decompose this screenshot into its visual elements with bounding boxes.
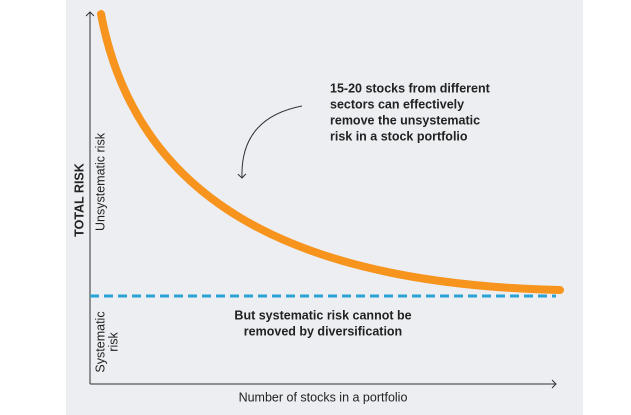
region-label: Unsystematic risk bbox=[93, 132, 107, 231]
annotation: risk in a stock portfolio bbox=[330, 129, 468, 143]
annotation: But systematic risk cannot be bbox=[234, 308, 411, 322]
annotation: 15-20 stocks from different bbox=[330, 81, 491, 95]
annotation-arrow bbox=[237, 105, 303, 179]
risk-curve bbox=[97, 10, 564, 294]
annotation: remove the unsystematic bbox=[330, 113, 480, 127]
region-label: Systematic bbox=[93, 311, 107, 372]
y-axis-label: TOTAL RISK bbox=[72, 163, 86, 237]
annotation: removed by diversification bbox=[244, 324, 402, 338]
region-label: risk bbox=[106, 332, 120, 352]
x-axis-label: Number of stocks in a portfolio bbox=[239, 390, 408, 404]
panel bbox=[66, 0, 583, 415]
annotation: sectors can effectively bbox=[330, 97, 464, 111]
